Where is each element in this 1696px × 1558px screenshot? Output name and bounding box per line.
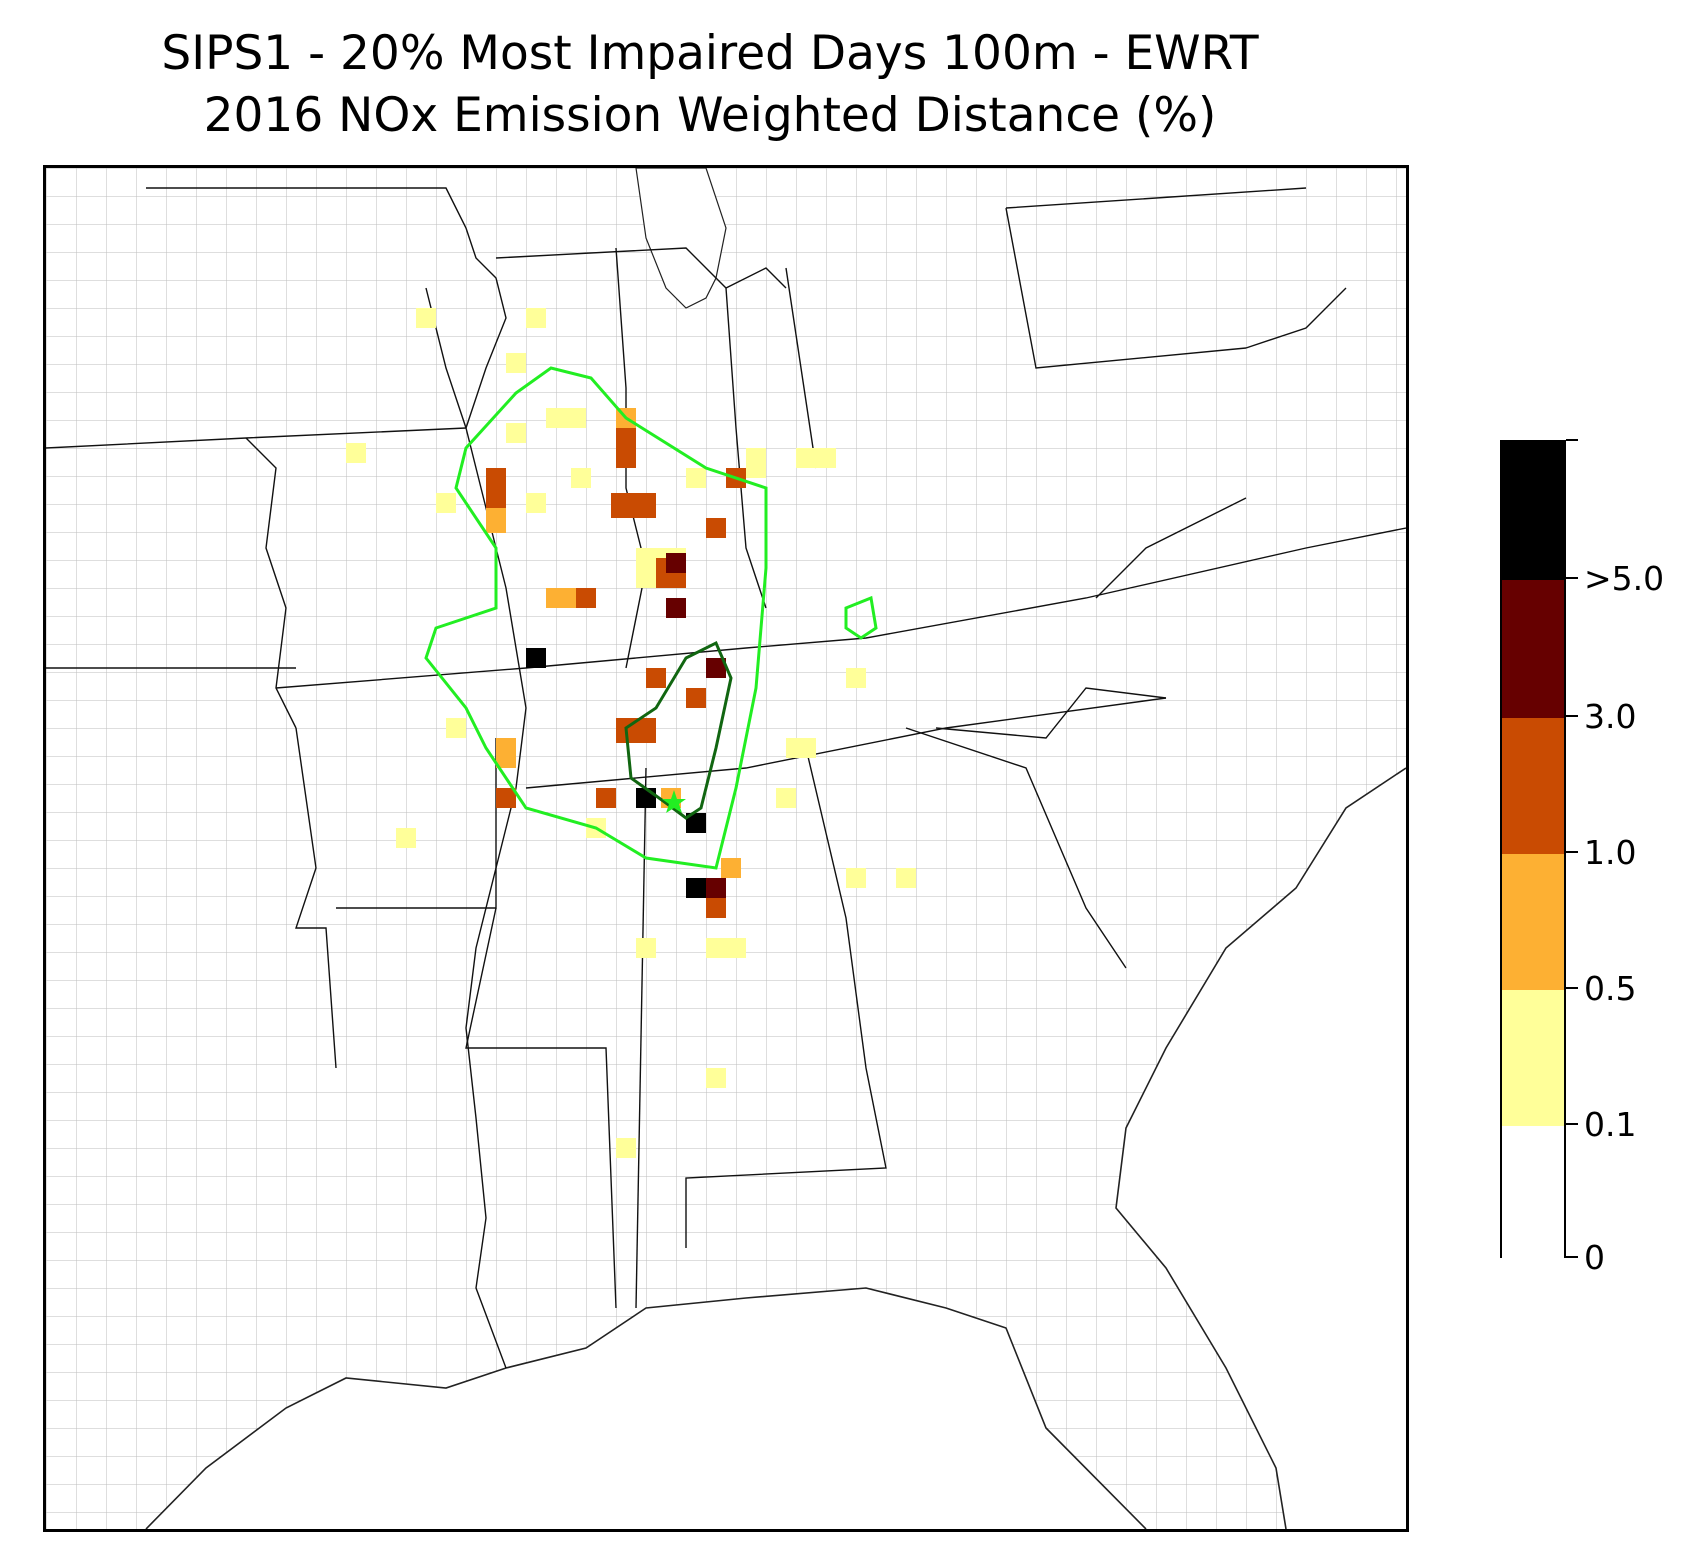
- coastline: [145, 767, 1406, 1529]
- emission-cell: [706, 1068, 726, 1088]
- emission-cell: [636, 938, 656, 958]
- emission-cell: [346, 443, 366, 463]
- colorbar-tick: [1566, 439, 1578, 441]
- emission-cell: [706, 518, 726, 538]
- emission-cell: [746, 448, 766, 478]
- emission-cell: [666, 598, 686, 618]
- emission-cell: [496, 738, 516, 768]
- emission-cell: [706, 878, 726, 898]
- emission-cell: [666, 553, 686, 573]
- emission-cell: [436, 493, 456, 513]
- emission-cell: [616, 1138, 636, 1158]
- outer-contour: [424, 366, 768, 870]
- colorbar-segment: [1502, 1126, 1564, 1260]
- emission-cell: [706, 938, 746, 958]
- emission-cell: [636, 788, 656, 808]
- emission-cell: [506, 353, 526, 373]
- emission-cell: [796, 448, 836, 468]
- map-canvas: [46, 168, 1406, 1529]
- colorbar-label-4: 3.0: [1584, 697, 1637, 736]
- emission-cell: [496, 788, 516, 808]
- colorbar-label-3: 1.0: [1584, 833, 1637, 872]
- emission-cell: [686, 688, 706, 708]
- emission-cell: [571, 468, 591, 488]
- emission-cell: [896, 868, 916, 888]
- map-title-line2: 2016 NOx Emission Weighted Distance (%): [203, 88, 1217, 143]
- emission-cell: [616, 428, 636, 468]
- colorbar-segment: [1502, 580, 1564, 718]
- emission-cells: [346, 308, 916, 1158]
- colorbar-tick: [1566, 577, 1578, 579]
- map-panel: [43, 165, 1409, 1532]
- emission-cell: [706, 898, 726, 918]
- source-star-icon: [662, 790, 686, 813]
- lake-michigan: [635, 168, 727, 309]
- emission-cell: [686, 813, 706, 833]
- map-title-line1: SIPS1 - 20% Most Impaired Days 100m - EW…: [161, 26, 1259, 81]
- emission-cell: [526, 493, 546, 513]
- colorbar-tick: [1566, 851, 1578, 853]
- colorbar-segment: [1502, 990, 1564, 1126]
- emission-cell: [596, 788, 616, 808]
- emission-cell: [576, 588, 596, 608]
- colorbar-tick: [1566, 715, 1578, 717]
- emission-cell: [486, 508, 506, 533]
- emission-cell: [396, 828, 416, 848]
- colorbar-tick: [1566, 1256, 1578, 1258]
- colorbar-segment: [1502, 442, 1564, 580]
- emission-cell: [686, 878, 706, 898]
- colorbar-label-1: 0.1: [1584, 1105, 1637, 1144]
- emission-cell: [686, 468, 706, 488]
- county-boundaries: [46, 168, 1406, 1529]
- inner-contour: [624, 640, 733, 820]
- emission-cell: [611, 493, 656, 518]
- colorbar-tick: [1566, 987, 1578, 989]
- colorbar-label-0: 0: [1584, 1238, 1605, 1277]
- emission-cell: [446, 718, 466, 738]
- colorbar-segment: [1502, 718, 1564, 854]
- emission-cell: [506, 423, 526, 443]
- colorbar-segment: [1502, 854, 1564, 990]
- emission-cell: [416, 308, 436, 328]
- small-contour: [844, 595, 878, 640]
- emission-cell: [646, 668, 666, 688]
- emission-cell: [786, 738, 816, 758]
- emission-cell: [486, 468, 506, 508]
- emission-cell: [526, 648, 546, 668]
- emission-cell: [546, 408, 586, 428]
- emission-cell: [846, 668, 866, 688]
- colorbar: [1500, 440, 1566, 1260]
- emission-cell: [721, 858, 741, 878]
- colorbar-label-5: >5.0: [1584, 559, 1665, 598]
- emission-cell: [706, 658, 726, 678]
- emission-cell: [776, 788, 796, 808]
- emission-cell: [526, 308, 546, 328]
- colorbar-label-2: 0.5: [1584, 969, 1637, 1008]
- colorbar-tick: [1566, 1123, 1578, 1125]
- emission-cell: [846, 868, 866, 888]
